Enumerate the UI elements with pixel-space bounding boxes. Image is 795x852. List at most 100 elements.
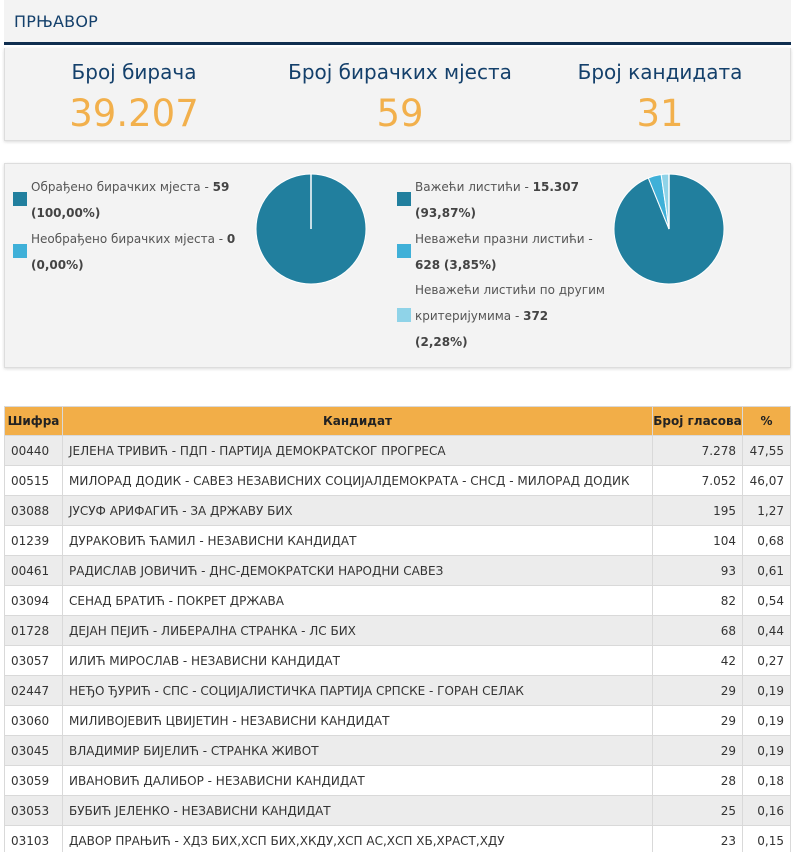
cell-candidate: ИВАНОВИЋ ДАЛИБОР - НЕЗАВИСНИ КАНДИДАТ <box>62 765 653 796</box>
table-row: 00440 ЈЕЛЕНА ТРИВИЋ - ПДП - ПАРТИЈА ДЕМОК… <box>4 435 791 466</box>
legend-unprocessed-text: Необрађено бирачких мјеста - <box>31 232 227 246</box>
cell-votes: 29 <box>652 705 743 736</box>
stats-panel: Број бирача 39.207 Број бирачких мјеста … <box>4 48 791 141</box>
cell-candidate: ВЛАДИМИР БИЈЕЛИЋ - СТРАНКА ЖИВОТ <box>62 735 653 766</box>
legend-valid-pct: (93,87%) <box>415 206 476 220</box>
ballots-pie-chart <box>613 173 725 285</box>
stat-polling-stations: Број бирачких мјеста 59 <box>255 60 545 135</box>
cell-votes: 68 <box>652 615 743 646</box>
legend-processed: Обрађено бирачких мјеста - 59 (100,00%) <box>31 174 251 226</box>
cell-pct: 46,07 <box>742 465 791 496</box>
legend-unprocessed-count: 0 <box>226 232 236 246</box>
legend-invalid-other: Неважећи листићи по другим критеријумима… <box>415 277 615 355</box>
cell-candidate: ДЕЈАН ПЕЈИЋ - ЛИБЕРАЛНА СТРАНКА - ЛС БИХ <box>62 615 653 646</box>
legend-invalid-other-text2: критеријумима - <box>415 309 524 323</box>
cell-code: 01239 <box>4 525 63 556</box>
cell-pct: 0,15 <box>742 825 791 852</box>
legend-swatch-invalid-other <box>397 308 411 322</box>
cell-votes: 82 <box>652 585 743 616</box>
legend-invalid-other-count: 372 <box>523 309 549 323</box>
cell-votes: 104 <box>652 525 743 556</box>
cell-votes: 195 <box>652 495 743 526</box>
cell-candidate: ДУРАКОВИЋ ЋАМИЛ - НЕЗАВИСНИ КАНДИДАТ <box>62 525 653 556</box>
cell-votes: 28 <box>652 765 743 796</box>
legend-invalid-empty-count: 628 <box>415 258 441 272</box>
table-row: 01728 ДЕЈАН ПЕЈИЋ - ЛИБЕРАЛНА СТРАНКА - Л… <box>4 615 791 646</box>
cell-code: 00440 <box>4 435 63 466</box>
charts-panel: Обрађено бирачких мјеста - 59 (100,00%) … <box>4 163 791 368</box>
stat-voters-value: 39.207 <box>69 92 199 135</box>
cell-code: 03060 <box>4 705 63 736</box>
cell-votes: 25 <box>652 795 743 826</box>
table-row: 03053 БУБИЋ ЈЕЛЕНКО - НЕЗАВИСНИ КАНДИДАТ 2… <box>4 795 791 826</box>
legend-invalid-other-pct: (2,28%) <box>415 335 468 349</box>
cell-pct: 0,18 <box>742 765 791 796</box>
legend-invalid-empty-text: Неважећи празни листићи - <box>415 232 593 246</box>
stat-voters-label: Број бирача <box>71 60 197 84</box>
column-header-code[interactable]: Шифра <box>4 406 63 436</box>
cell-pct: 0,61 <box>742 555 791 586</box>
cell-pct: 0,44 <box>742 615 791 646</box>
cell-candidate: РАДИСЛАВ ЈОВИЧИЋ - ДНС-ДЕМОКРАТСКИ НАРОД… <box>62 555 653 586</box>
legend-valid-count: 15.307 <box>532 180 579 194</box>
legend-processed-text: Обрађено бирачких мјеста - <box>31 180 213 194</box>
cell-candidate: МИЛОРАД ДОДИК - САВЕЗ НЕЗАВИСНИХ СОЦИЈАЛ… <box>62 465 653 496</box>
cell-votes: 7.278 <box>652 435 743 466</box>
cell-code: 03088 <box>4 495 63 526</box>
cell-pct: 0,68 <box>742 525 791 556</box>
column-header-votes[interactable]: Број гласова <box>652 406 743 436</box>
cell-code: 02447 <box>4 675 63 706</box>
stat-voters: Број бирача 39.207 <box>29 60 239 135</box>
page-title: ПРЊАВОР <box>14 12 98 31</box>
legend-valid: Важећи листићи - 15.307 (93,87%) <box>415 174 615 226</box>
legend-swatch-invalid-empty <box>397 244 411 258</box>
legend-unprocessed-pct: (0,00%) <box>31 258 84 272</box>
table-row: 03094 СЕНАД БРАТИЋ - ПОКРЕТ ДРЖАВА 82 0,54 <box>4 585 791 616</box>
stat-polling-stations-label: Број бирачких мјеста <box>288 60 512 84</box>
cell-code: 03059 <box>4 765 63 796</box>
cell-code: 00461 <box>4 555 63 586</box>
cell-code: 01728 <box>4 615 63 646</box>
cell-votes: 29 <box>652 735 743 766</box>
table-row: 03059 ИВАНОВИЋ ДАЛИБОР - НЕЗАВИСНИ КАНДИД… <box>4 765 791 796</box>
table-row: 03057 ИЛИЋ МИРОСЛАВ - НЕЗАВИСНИ КАНДИДАТ 4… <box>4 645 791 676</box>
cell-votes: 29 <box>652 675 743 706</box>
cell-pct: 47,55 <box>742 435 791 466</box>
table-row: 03060 МИЛИВОЈЕВИЋ ЦВИЈЕТИН - НЕЗАВИСНИ КА… <box>4 705 791 736</box>
results-table: Шифра Кандидат Број гласова % 00440 ЈЕЛЕН… <box>4 406 791 852</box>
cell-pct: 0,19 <box>742 735 791 766</box>
stat-candidates-label: Број кандидата <box>577 60 743 84</box>
cell-candidate: ИЛИЋ МИРОСЛАВ - НЕЗАВИСНИ КАНДИДАТ <box>62 645 653 676</box>
legend-swatch-valid <box>397 192 411 206</box>
column-header-candidate[interactable]: Кандидат <box>62 406 653 436</box>
table-row: 00515 МИЛОРАД ДОДИК - САВЕЗ НЕЗАВИСНИХ СО… <box>4 465 791 496</box>
cell-pct: 1,27 <box>742 495 791 526</box>
legend-swatch-unprocessed <box>13 244 27 258</box>
title-bar: ПРЊАВОР <box>4 0 791 45</box>
cell-candidate: ДАВОР ПРАЊИЋ - ХДЗ БИХ,ХСП БИХ,ХКДУ,ХСП … <box>62 825 653 852</box>
cell-code: 03103 <box>4 825 63 852</box>
legend-invalid-other-text1: Неважећи листићи по другим <box>415 283 605 297</box>
stat-polling-stations-value: 59 <box>376 92 424 135</box>
stat-candidates-value: 31 <box>636 92 684 135</box>
results-table-body: 00440 ЈЕЛЕНА ТРИВИЋ - ПДП - ПАРТИЈА ДЕМОК… <box>4 435 791 852</box>
table-row: 01239 ДУРАКОВИЋ ЋАМИЛ - НЕЗАВИСНИ КАНДИДА… <box>4 525 791 556</box>
column-header-pct[interactable]: % <box>742 406 791 436</box>
cell-code: 03094 <box>4 585 63 616</box>
cell-candidate: СЕНАД БРАТИЋ - ПОКРЕТ ДРЖАВА <box>62 585 653 616</box>
polling-stations-pie-chart <box>255 173 367 285</box>
cell-candidate: ЈЕЛЕНА ТРИВИЋ - ПДП - ПАРТИЈА ДЕМОКРАТСК… <box>62 435 653 466</box>
cell-votes: 23 <box>652 825 743 852</box>
cell-votes: 42 <box>652 645 743 676</box>
legend-swatch-processed <box>13 192 27 206</box>
cell-pct: 0,16 <box>742 795 791 826</box>
legend-processed-pct: (100,00%) <box>31 206 101 220</box>
cell-pct: 0,19 <box>742 675 791 706</box>
cell-code: 03057 <box>4 645 63 676</box>
table-row: 03103 ДАВОР ПРАЊИЋ - ХДЗ БИХ,ХСП БИХ,ХКДУ… <box>4 825 791 852</box>
cell-pct: 0,54 <box>742 585 791 616</box>
cell-candidate: ЈУСУФ АРИФАГИЋ - ЗА ДРЖАВУ БИХ <box>62 495 653 526</box>
cell-code: 00515 <box>4 465 63 496</box>
cell-votes: 7.052 <box>652 465 743 496</box>
cell-code: 03053 <box>4 795 63 826</box>
